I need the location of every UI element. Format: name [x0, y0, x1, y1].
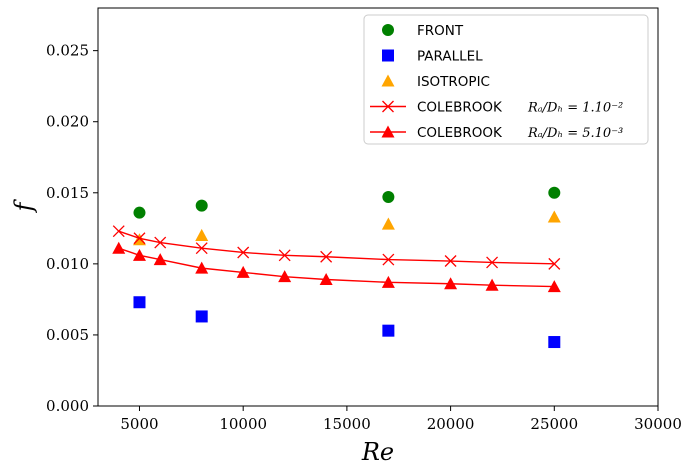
x-tick-label-2: 10000 — [219, 415, 267, 433]
y-axis-label: f — [10, 198, 38, 213]
series-5-point-2 — [132, 248, 146, 261]
series-4-point-11-stroke-b — [548, 257, 561, 270]
series-4-point-8-stroke-b — [382, 253, 395, 266]
legend-entry-2-marker — [382, 49, 394, 62]
legend-entry-2: PARALLEL — [382, 49, 483, 65]
legend-entry-5-label: COLEBROOK — [417, 125, 503, 141]
series-2 — [133, 296, 561, 349]
legend-box — [363, 14, 649, 145]
series-5-point-3 — [153, 253, 167, 266]
legend-entry-1: FRONT — [382, 23, 464, 39]
y-tick-label-1: 0.000 — [46, 397, 89, 415]
x-tick-label-6: 30000 — [634, 415, 682, 433]
series-2-point-2 — [195, 310, 208, 323]
series-4-point-3-stroke-b — [154, 236, 167, 249]
series-4-point-7 — [320, 250, 333, 263]
legend-entry-3-label: ISOTROPIC — [417, 74, 490, 90]
series-4 — [112, 225, 561, 270]
series-4-point-1 — [112, 225, 125, 238]
x-tick-label-5: 25000 — [530, 415, 578, 433]
series-4-point-3 — [154, 236, 167, 249]
y-tick-label-3: 0.010 — [46, 255, 89, 273]
plot-frame — [97, 7, 659, 407]
series-1-point-2 — [195, 199, 208, 212]
legend-entry-5: COLEBROOK Rₐ/Dₕ = 5.10⁻³ — [370, 125, 623, 141]
series-1-point-3 — [382, 191, 395, 204]
series-3 — [132, 210, 561, 246]
series-5-point-8 — [381, 275, 395, 288]
series-2-point-1 — [133, 296, 146, 309]
legend-entry-4: COLEBROOK Rₐ/Dₕ = 1.10⁻² — [370, 100, 623, 116]
series-2-point-3 — [382, 324, 395, 337]
series-4-point-6-stroke-b — [278, 249, 291, 262]
series-5-point-11 — [547, 280, 561, 293]
y-tick-label-4: 0.015 — [46, 184, 89, 202]
series-4-point-1-stroke-b — [112, 225, 125, 238]
legend-entry-4-marker — [382, 100, 394, 113]
series-4-point-4 — [195, 242, 208, 255]
series-1-point-4 — [548, 186, 561, 199]
series-4-point-9 — [444, 255, 457, 267]
series-5-point-10 — [485, 278, 499, 291]
series-5-point-4 — [195, 261, 209, 274]
legend: FRONT PARALLEL ISOTROPIC COLEBROOK Rₐ/Dₕ = 1… — [363, 14, 649, 145]
series-4-point-6 — [278, 249, 291, 262]
series-5-point-5 — [236, 265, 250, 278]
series-4-point-4-stroke-b — [195, 242, 208, 255]
y-tick-label-2: 0.005 — [46, 326, 89, 344]
series-3-point-3 — [381, 217, 395, 230]
legend-entry-5-math: Rₐ/Dₕ = 5.10⁻³ — [527, 126, 623, 141]
series-4-point-9-stroke-b — [444, 255, 457, 267]
legend-entry-1-marker — [382, 24, 394, 36]
series-3-point-4 — [547, 210, 561, 223]
legend-entry-3-marker — [381, 74, 395, 87]
series-1-point-1 — [133, 206, 146, 219]
plot-area — [112, 186, 561, 349]
legend-entry-5-marker — [381, 125, 395, 138]
series-4-point-2 — [133, 232, 146, 245]
series-2-point-4 — [548, 336, 561, 349]
series-4-point-2-stroke-b — [133, 232, 146, 245]
y-tick-label-6: 0.025 — [46, 42, 89, 60]
series-5-point-9 — [444, 277, 458, 290]
series-5-point-7 — [319, 272, 333, 286]
series-4-point-10-stroke-b — [486, 256, 499, 269]
legend-entry-4-marker-stroke-b — [382, 100, 394, 113]
series-3-point-2 — [195, 228, 209, 241]
legend-entry-4-math: Rₐ/Dₕ = 1.10⁻² — [527, 101, 623, 116]
x-axis-label: Re — [361, 438, 394, 466]
legend-entry-2-label: PARALLEL — [417, 49, 483, 65]
series-1 — [133, 186, 561, 219]
series-4-point-8 — [382, 253, 395, 266]
series-4-point-11 — [548, 257, 561, 270]
series-4-point-10 — [486, 256, 499, 269]
series-5 — [112, 241, 561, 293]
y-tick-label-5: 0.020 — [46, 113, 89, 131]
series-4-point-5-stroke-b — [237, 246, 250, 259]
series-5-point-1 — [112, 241, 126, 254]
legend-entry-1-label: FRONT — [417, 23, 464, 39]
legend-entry-4-label: COLEBROOK — [417, 100, 503, 116]
x-tick-label-1: 5000 — [120, 415, 158, 433]
series-4-point-5 — [237, 246, 250, 259]
series-5-line — [118, 247, 555, 288]
x-tick-label-3: 15000 — [323, 415, 371, 433]
legend-entry-3: ISOTROPIC — [381, 74, 490, 90]
x-tick-label-4: 20000 — [427, 415, 475, 433]
series-5-point-6 — [278, 270, 292, 283]
series-4-point-7-stroke-b — [320, 250, 333, 263]
